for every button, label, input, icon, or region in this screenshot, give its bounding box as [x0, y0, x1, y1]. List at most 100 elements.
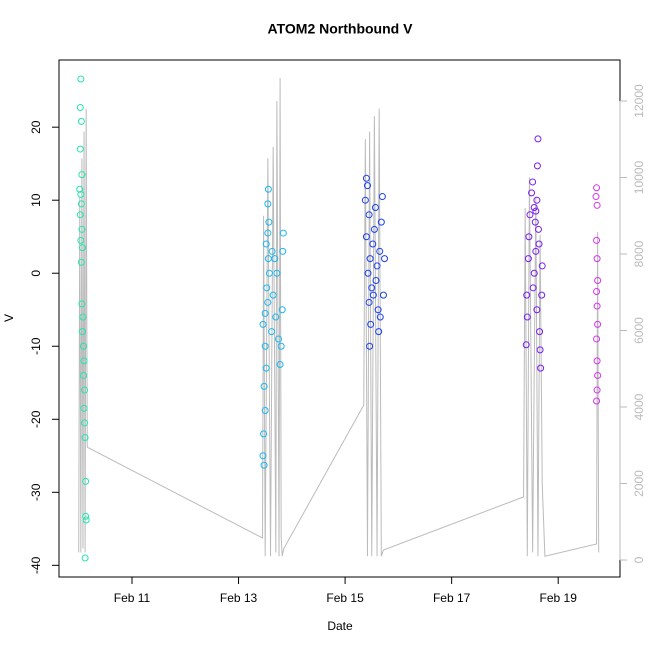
x-tick-label: Feb 11	[114, 591, 151, 605]
data-point	[80, 342, 88, 350]
data-point	[263, 284, 271, 292]
data-point	[371, 204, 379, 212]
data-point	[260, 382, 268, 390]
data-point	[272, 313, 280, 321]
data-point	[377, 218, 385, 226]
data-point	[77, 236, 85, 244]
data-point	[593, 302, 601, 310]
data-point	[375, 328, 383, 336]
data-point	[81, 386, 89, 394]
data-point	[262, 240, 270, 248]
data-point	[82, 516, 90, 524]
x-tick-label: Feb 15	[326, 591, 364, 605]
y2-tick-label: 12000	[632, 84, 646, 118]
data-point	[374, 306, 382, 314]
y-tick-label: -40	[29, 556, 43, 574]
data-point	[523, 313, 531, 321]
data-point	[593, 357, 601, 365]
data-point	[262, 364, 270, 372]
y-tick-label: 20	[29, 120, 43, 134]
data-point	[535, 240, 543, 248]
data-point	[372, 277, 380, 285]
data-point	[362, 233, 370, 241]
data-point	[530, 269, 538, 277]
data-point	[365, 211, 373, 219]
data-point	[78, 328, 86, 336]
data-point	[378, 193, 386, 201]
y-tick-label: 10	[29, 193, 43, 207]
data-point	[523, 291, 531, 299]
data-point	[594, 320, 602, 328]
data-point	[273, 269, 281, 277]
data-point	[81, 419, 89, 427]
data-point	[538, 291, 546, 299]
y2-tick-label: 10000	[632, 160, 646, 194]
data-point	[538, 262, 546, 270]
data-point	[78, 300, 86, 308]
data-point	[77, 190, 85, 198]
data-point	[379, 291, 387, 299]
data-point	[264, 229, 272, 237]
data-point	[529, 284, 537, 292]
data-point	[537, 364, 545, 372]
data-point	[533, 196, 541, 204]
data-point	[79, 313, 87, 321]
data-point	[381, 255, 389, 263]
data-point	[259, 320, 267, 328]
data-point	[261, 407, 269, 415]
y-tick-label: 0	[29, 270, 43, 277]
data-point	[82, 477, 90, 485]
data-point	[78, 244, 86, 252]
y2-tick-label: 4000	[632, 393, 646, 420]
data-point	[366, 342, 374, 350]
data-point	[77, 117, 85, 125]
data-point	[593, 184, 601, 192]
data-point	[264, 298, 272, 306]
data-line	[78, 78, 600, 557]
data-point	[528, 189, 536, 197]
data-point	[80, 357, 88, 365]
data-point	[366, 255, 374, 263]
data-point	[531, 218, 539, 226]
data-point	[82, 512, 90, 520]
data-point	[368, 284, 376, 292]
data-point	[532, 247, 540, 255]
data-point	[376, 313, 384, 321]
data-point	[80, 404, 88, 412]
data-point	[529, 178, 537, 186]
data-point	[268, 247, 276, 255]
data-point	[77, 75, 85, 83]
data-point	[370, 225, 378, 233]
data-point	[522, 341, 530, 349]
data-point	[279, 229, 287, 237]
data-point	[80, 371, 88, 379]
data-point	[373, 262, 381, 270]
data-point	[593, 236, 601, 244]
data-point	[277, 342, 285, 350]
data-point	[533, 162, 541, 170]
data-point	[76, 103, 84, 111]
x-tick-label: Feb 17	[433, 591, 471, 605]
y2-tick-label: 8000	[632, 240, 646, 267]
data-point	[260, 430, 268, 438]
data-point	[376, 247, 384, 255]
data-point	[534, 135, 542, 143]
data-point	[525, 233, 533, 241]
data-point	[369, 240, 377, 248]
data-point	[76, 185, 84, 193]
data-point	[76, 211, 84, 219]
data-point	[269, 291, 277, 299]
data-point	[278, 306, 286, 314]
data-point	[276, 361, 284, 369]
y-axis-title: V	[2, 314, 16, 322]
data-point	[534, 225, 542, 233]
data-point	[268, 328, 276, 336]
y2-tick-label: 2000	[632, 470, 646, 497]
y2-tick-label: 6000	[632, 317, 646, 344]
data-point	[593, 335, 601, 343]
data-point	[264, 185, 272, 193]
data-point	[530, 204, 538, 212]
data-point	[362, 174, 370, 182]
